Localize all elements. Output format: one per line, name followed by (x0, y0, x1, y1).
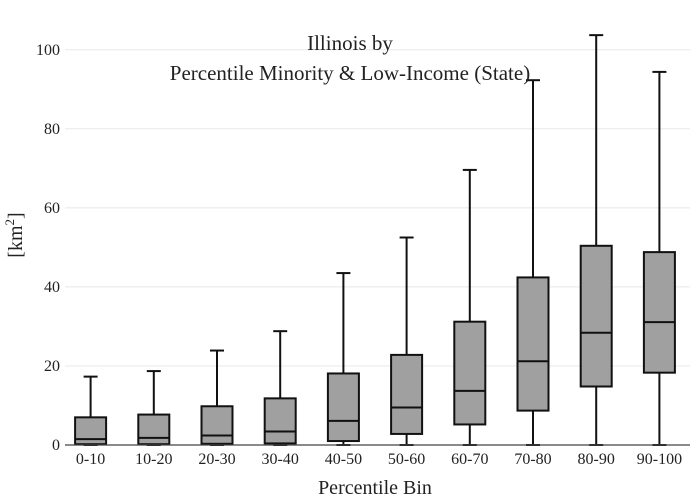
iqr-box (579, 244, 613, 388)
box-0-10 (74, 375, 108, 446)
box-60-70 (453, 168, 487, 446)
iqr-box (263, 397, 297, 445)
y-tick-labels: 0 20 40 60 80 100 (36, 42, 60, 454)
x-tick-label: 20-30 (198, 451, 235, 468)
y-axis-title-superscript: 2 (2, 219, 17, 226)
iqr-box (453, 320, 487, 426)
iqr-box (137, 413, 171, 446)
box-40-50 (326, 272, 360, 446)
chart-title-line-1: Illinois by (307, 31, 393, 55)
y-axis-title-suffix: ] (5, 212, 27, 219)
iqr-box (74, 416, 108, 446)
y-tick-label: 60 (44, 200, 60, 217)
x-axis-title: Percentile Bin (318, 477, 432, 499)
x-tick-label: 10-20 (135, 451, 172, 468)
x-tick-labels: 0-10 10-20 20-30 30-40 40-50 50-60 60-70 70-80 8… (76, 451, 682, 468)
x-tick-label: 0-10 (76, 451, 105, 468)
x-tick-label: 40-50 (325, 451, 362, 468)
box-20-30 (200, 349, 234, 446)
x-tick-label: 90-100 (637, 451, 682, 468)
iqr-box (516, 276, 550, 412)
iqr-box (390, 353, 424, 435)
iqr-box (642, 251, 676, 374)
y-tick-label: 20 (44, 358, 60, 375)
box-series (74, 34, 676, 446)
x-tick-label: 70-80 (514, 451, 551, 468)
chart-title-line-2: Percentile Minority & Low-Income (State) (170, 61, 530, 85)
y-tick-label: 0 (52, 437, 60, 454)
y-tick-label: 100 (36, 42, 60, 59)
box-70-80 (516, 79, 550, 446)
y-tick-label: 80 (44, 121, 60, 138)
box-10-20 (137, 370, 171, 446)
y-axis-title-main: [km (5, 225, 27, 258)
box-30-40 (263, 330, 297, 446)
box-50-60 (390, 236, 424, 446)
box-80-90 (579, 34, 613, 446)
x-tick-label: 80-90 (578, 451, 615, 468)
x-tick-label: 30-40 (262, 451, 299, 468)
iqr-box (326, 372, 360, 443)
y-axis-title: [km2] (2, 212, 27, 257)
x-tick-label: 50-60 (388, 451, 425, 468)
y-tick-label: 40 (44, 279, 60, 296)
iqr-box (200, 405, 234, 445)
box-90-100 (642, 70, 676, 446)
x-tick-label: 60-70 (451, 451, 488, 468)
